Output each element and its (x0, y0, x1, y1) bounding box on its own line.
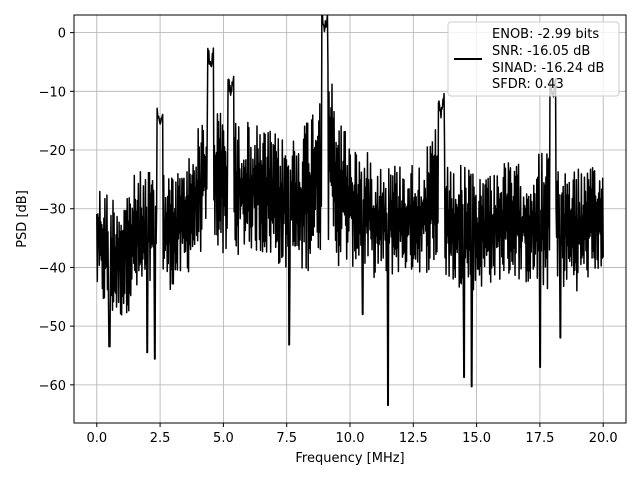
y-axis-ticks: 0 −10 −20 −30 −40 −50 −60 (39, 27, 74, 394)
x-axis-label: Frequency [MHz] (295, 451, 404, 466)
x-tick-label: 0.0 (86, 431, 107, 446)
legend: ENOB: -2.99 bits SNR: -16.05 dB SINAD: -… (447, 21, 620, 97)
x-tick-label: 20.0 (589, 431, 618, 446)
legend-box (447, 21, 620, 97)
y-tick-label: −40 (39, 261, 66, 276)
x-axis-ticks: 0.0 2.5 5.0 7.5 10.0 12.5 15.0 17.5 20.0 (86, 423, 618, 446)
psd-line (96, 15, 604, 407)
y-tick-label: −10 (39, 85, 66, 100)
x-tick-label: 10.0 (336, 431, 365, 446)
y-tick-label: −20 (39, 144, 66, 159)
x-tick-label: 7.5 (276, 431, 297, 446)
legend-line-enob: ENOB: -2.99 bits (492, 27, 599, 42)
y-tick-label: −50 (39, 320, 66, 335)
legend-line-sinad: SINAD: -16.24 dB (492, 61, 604, 76)
y-tick-label: −30 (39, 203, 66, 218)
x-tick-label: 5.0 (213, 431, 234, 446)
x-tick-label: 17.5 (525, 431, 554, 446)
y-tick-label: −60 (39, 379, 66, 394)
psd-series (96, 15, 604, 407)
x-tick-label: 15.0 (462, 431, 491, 446)
y-tick-label: 0 (58, 27, 66, 42)
y-axis-label: PSD [dB] (15, 190, 30, 248)
x-tick-label: 12.5 (399, 431, 428, 446)
legend-line-sfdr: SFDR: 0.43 (492, 77, 564, 92)
legend-line-snr: SNR: -16.05 dB (492, 44, 590, 59)
x-tick-label: 2.5 (150, 431, 171, 446)
